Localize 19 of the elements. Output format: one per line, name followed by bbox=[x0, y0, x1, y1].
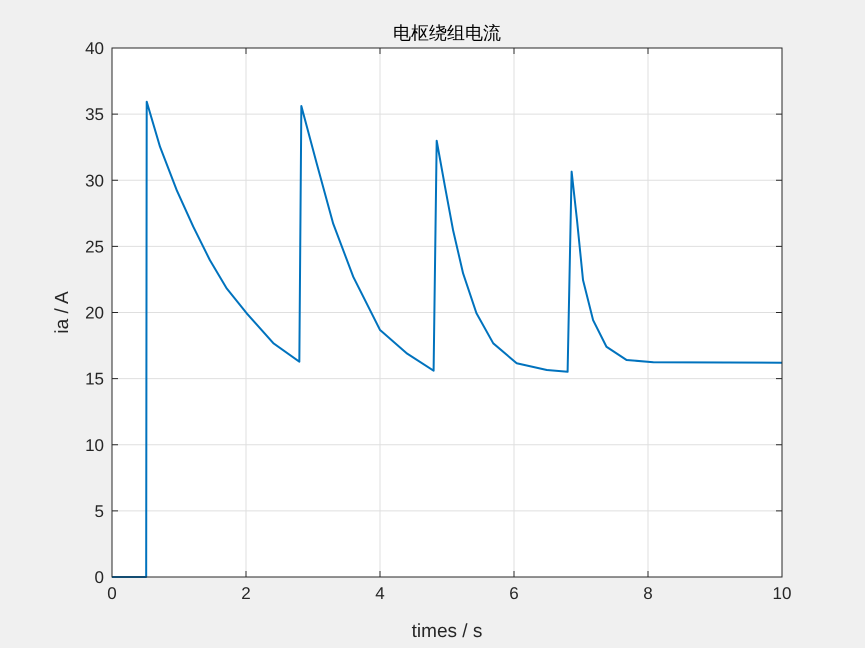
line-series bbox=[111, 100, 783, 578]
x-axis-title: times / s bbox=[412, 621, 482, 642]
y-tick-label: 15 bbox=[85, 370, 104, 389]
x-tick-label: 10 bbox=[772, 584, 792, 603]
chart-title: 电枢绕组电流 bbox=[393, 23, 501, 43]
y-tick-label: 20 bbox=[85, 304, 104, 322]
x-tick-label: 6 bbox=[509, 584, 519, 603]
y-tick-label: 10 bbox=[85, 436, 104, 455]
x-tick-label: 0 bbox=[107, 584, 117, 603]
y-tick-label: 5 bbox=[94, 502, 104, 521]
y-tick-label: 25 bbox=[85, 237, 104, 256]
x-tick-label: 2 bbox=[241, 584, 251, 603]
y-tick-label: 35 bbox=[85, 105, 104, 124]
y-tick-label: 40 bbox=[85, 39, 104, 58]
y-tick-label: 0 bbox=[94, 568, 104, 587]
y-tick-label: 30 bbox=[85, 171, 104, 190]
x-tick-label: 4 bbox=[375, 584, 385, 603]
x-tick-label: 8 bbox=[643, 584, 653, 603]
y-axis-title: ia / A bbox=[52, 291, 73, 334]
